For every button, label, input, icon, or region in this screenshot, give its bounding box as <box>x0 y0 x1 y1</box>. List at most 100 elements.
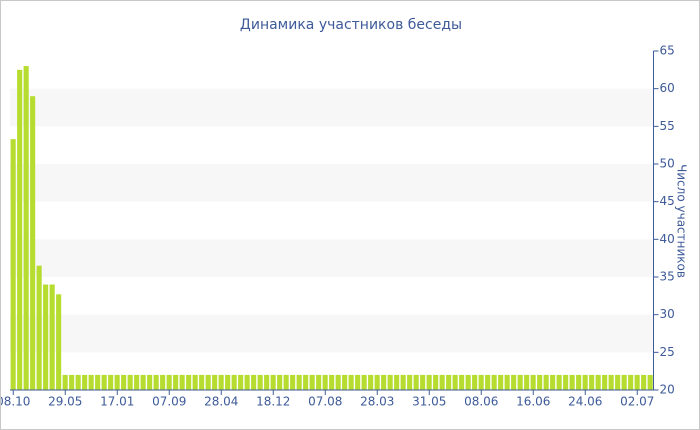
bar <box>49 284 55 390</box>
bar <box>413 374 419 390</box>
bar <box>296 374 302 390</box>
bar <box>387 374 393 390</box>
bar <box>127 374 133 390</box>
bar <box>407 374 413 390</box>
bar <box>608 374 614 390</box>
bar <box>212 374 218 390</box>
bar <box>459 374 465 390</box>
bar <box>647 374 653 390</box>
bar <box>251 374 257 390</box>
x-tick-label: 29.05 <box>48 395 82 409</box>
bar <box>485 374 491 390</box>
bar <box>264 374 270 390</box>
bar <box>290 374 296 390</box>
bar <box>582 374 588 390</box>
bar <box>309 374 315 390</box>
x-tick-label: 18.12 <box>256 395 290 409</box>
bar <box>530 374 536 390</box>
y-tick-label: 25 <box>660 345 675 359</box>
y-tick-label: 20 <box>660 383 675 397</box>
x-tick-label: 28.03 <box>360 395 394 409</box>
bar <box>569 374 575 390</box>
x-tick-label: 08.10 <box>1 395 30 409</box>
bar <box>628 374 634 390</box>
x-tick-label: 07.08 <box>308 395 342 409</box>
bar <box>615 374 621 390</box>
bar <box>43 284 49 390</box>
bar <box>348 374 354 390</box>
y-tick-label: 55 <box>660 119 675 133</box>
bar <box>225 374 231 390</box>
bar <box>446 374 452 390</box>
bar <box>270 374 276 390</box>
bar <box>179 374 185 390</box>
x-tick-label: 08.06 <box>464 395 498 409</box>
bar <box>589 374 595 390</box>
bar <box>511 374 517 390</box>
bar <box>231 374 237 390</box>
bar <box>88 374 94 390</box>
bar <box>602 374 608 390</box>
bar <box>361 374 367 390</box>
bar <box>452 374 458 390</box>
bar <box>283 374 289 390</box>
x-tick-label: 28.04 <box>204 395 238 409</box>
bar <box>595 374 601 390</box>
bar <box>10 139 16 390</box>
x-tick-label: 31.05 <box>412 395 446 409</box>
bar <box>153 374 159 390</box>
bar <box>186 374 192 390</box>
y-tick-label: 45 <box>660 194 675 208</box>
bar <box>238 374 244 390</box>
bar <box>426 374 432 390</box>
bar <box>134 374 140 390</box>
bar <box>199 374 205 390</box>
bar <box>82 374 88 390</box>
bar <box>160 374 166 390</box>
bar <box>524 374 530 390</box>
bar <box>504 374 510 390</box>
bar <box>244 374 250 390</box>
bar <box>205 374 211 390</box>
bar <box>374 374 380 390</box>
grid-band <box>10 314 654 353</box>
bar <box>439 374 445 390</box>
bar <box>465 374 471 390</box>
bar <box>335 374 341 390</box>
bar <box>147 374 153 390</box>
bar <box>257 374 263 390</box>
bar <box>62 374 68 390</box>
bar <box>23 66 29 391</box>
bar <box>420 374 426 390</box>
y-tick-label: 40 <box>660 232 675 246</box>
grid-band <box>10 239 654 277</box>
x-tick-label: 24.06 <box>568 395 602 409</box>
bar <box>69 374 75 390</box>
bar <box>368 374 374 390</box>
bar <box>30 96 36 390</box>
bar <box>173 374 179 390</box>
bar <box>108 374 114 390</box>
bar <box>634 374 640 390</box>
bar <box>381 374 387 390</box>
x-tick-label: 07.09 <box>152 395 186 409</box>
bar <box>36 265 42 390</box>
grid-band <box>10 88 654 127</box>
bar <box>478 374 484 390</box>
bar <box>394 374 400 390</box>
bar <box>641 374 647 390</box>
y-tick-label: 30 <box>660 307 675 321</box>
bar <box>517 374 523 390</box>
bar <box>140 374 146 390</box>
y-tick-label: 65 <box>660 44 675 58</box>
y-axis-label: Число участников <box>675 164 689 278</box>
bar <box>355 374 361 390</box>
bar <box>166 374 172 390</box>
bar <box>621 374 627 390</box>
bar <box>101 374 107 390</box>
bar <box>329 374 335 390</box>
grid-band <box>10 164 654 202</box>
chart-title: Динамика участников беседы <box>240 17 462 33</box>
